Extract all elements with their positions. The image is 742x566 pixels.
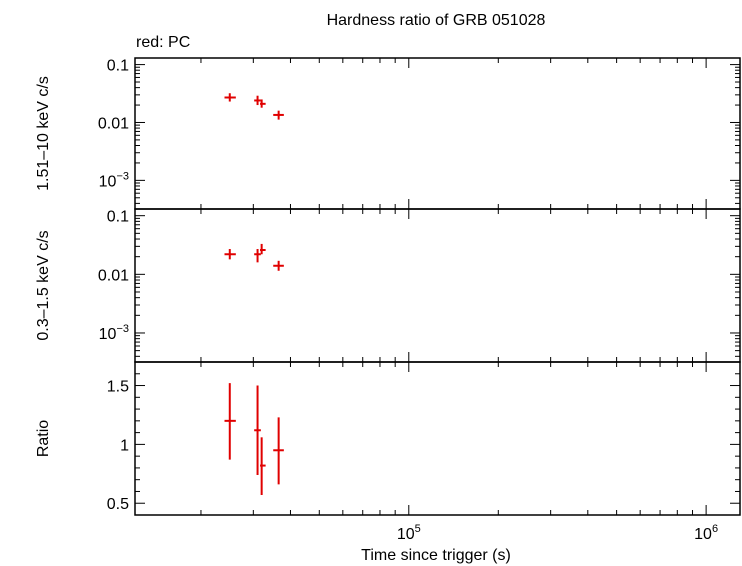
- y-tick-label: 1.5: [107, 379, 129, 396]
- y-axis-label: 1.51–10 keV c/s: [35, 76, 52, 191]
- data-point: [273, 417, 284, 485]
- data-point: [260, 99, 266, 108]
- plot-panels: 0.1 0.01 10−3 1.51–10 keV c/s 0.1 0.01 10−3 0.3…: [35, 57, 741, 543]
- data-point: [260, 243, 266, 255]
- data-point: [224, 249, 236, 260]
- y-axis-label: 0.3–1.5 keV c/s: [35, 230, 52, 340]
- panel-ratio: 0.5 1 1.5 Ratio: [35, 361, 741, 516]
- legend-label: red: PC: [136, 34, 190, 51]
- y-tick-label: 1: [120, 437, 129, 454]
- panel-hard: 0.1 0.01 10−3 1.51–10 keV c/s: [35, 57, 741, 210]
- x-tick-label: 105: [397, 523, 421, 543]
- y-tick-label: 0.1: [107, 209, 129, 226]
- x-axis-label: Time since trigger (s): [361, 547, 511, 564]
- y-axis-label: Ratio: [35, 420, 52, 457]
- data-point: [260, 437, 266, 495]
- panel-frame: [134, 57, 741, 210]
- data-point: [254, 385, 261, 475]
- data-point: [224, 383, 236, 460]
- panel-frame: [134, 208, 741, 363]
- data-point: [224, 93, 236, 102]
- y-tick-label: 10−3: [99, 323, 129, 343]
- panel-soft: 0.1 0.01 10−3 0.3–1.5 keV c/s: [35, 208, 741, 363]
- data-point: [273, 260, 284, 271]
- y-tick-label: 0.5: [107, 496, 129, 513]
- y-tick-label: 10−3: [99, 170, 129, 190]
- data-point: [254, 95, 261, 106]
- chart-title: Hardness ratio of GRB 051028: [327, 12, 546, 29]
- y-tick-label: 0.1: [107, 58, 129, 75]
- panel-frame: [134, 361, 741, 516]
- y-tick-label: 0.01: [98, 115, 129, 132]
- data-point: [254, 249, 261, 263]
- x-tick-label: 106: [694, 523, 718, 543]
- data-point: [273, 110, 284, 120]
- y-tick-label: 0.01: [98, 267, 129, 284]
